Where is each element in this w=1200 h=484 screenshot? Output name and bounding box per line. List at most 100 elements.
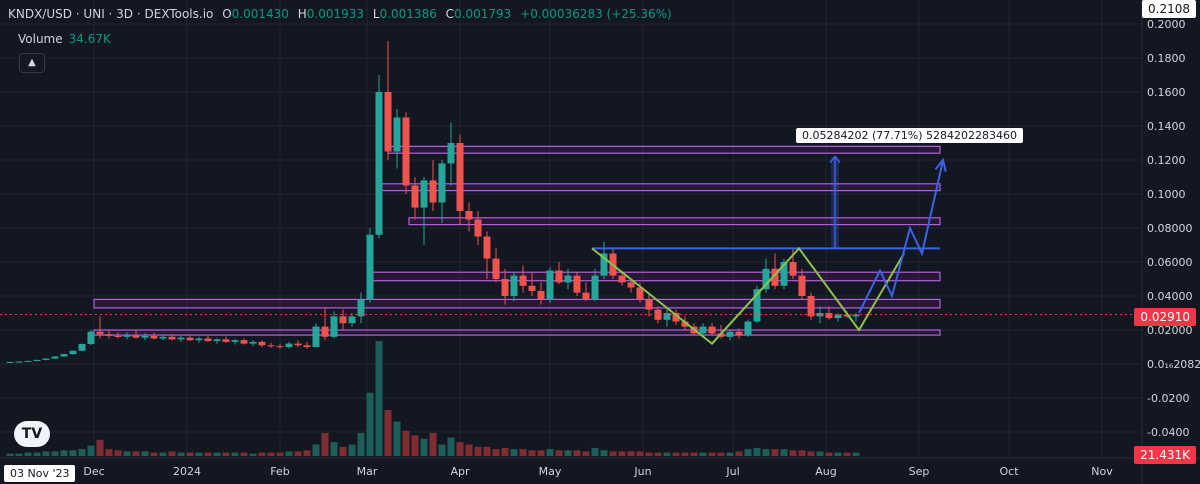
candle-body: [15, 361, 23, 363]
volume-bar: [114, 450, 122, 456]
volume-bar: [825, 452, 833, 456]
volume-bar: [105, 449, 113, 456]
volume-bar: [717, 452, 725, 456]
volume-bar: [402, 430, 410, 456]
candle-body: [636, 287, 644, 300]
candle-body: [465, 211, 473, 220]
candle-body: [51, 356, 59, 359]
volume-bar: [501, 447, 509, 456]
symbol-title: KNDX/USD · UNI · 3D · DEXTools.io: [8, 7, 214, 21]
candle-body: [726, 331, 734, 337]
candle-body: [78, 343, 86, 351]
y-tick-label: 0.1600: [1147, 86, 1186, 99]
volume-bar: [33, 452, 41, 456]
candle-body: [762, 268, 770, 290]
candle-body: [33, 359, 41, 361]
candle-body: [501, 279, 509, 296]
y-tick-label: 0.06000: [1147, 256, 1193, 269]
candle-body: [249, 341, 257, 344]
candle-body: [105, 334, 113, 336]
volume-bar: [591, 447, 599, 456]
x-tick-label: Oct: [999, 465, 1019, 478]
close-label: C: [445, 7, 455, 21]
candle-body: [366, 234, 374, 300]
y-tick-label: 0.1400: [1147, 120, 1186, 133]
open-label: O: [222, 7, 232, 21]
close-value: 0.001793: [454, 7, 512, 21]
volume-label: Volume: [18, 32, 63, 46]
volume-bar: [60, 450, 68, 456]
volume-bar: [654, 452, 662, 456]
volume-bar: [609, 451, 617, 456]
candle-body: [672, 313, 680, 322]
x-tick-label: Mar: [357, 465, 378, 478]
candle-body: [330, 316, 338, 337]
candle-body: [411, 185, 419, 208]
top-price-badge: 0.2108: [1142, 0, 1196, 18]
low-value: 0.001386: [379, 7, 437, 21]
volume-bar: [600, 450, 608, 456]
candle-body: [150, 335, 158, 339]
volume-value: 34.67K: [68, 32, 111, 46]
volume-bar: [573, 450, 581, 456]
candle-body: [735, 331, 743, 336]
volume-bar: [618, 451, 626, 456]
pattern-line: [591, 246, 905, 345]
candle-body: [843, 314, 851, 317]
candle-body: [663, 313, 671, 320]
volume-bar: [24, 452, 32, 456]
candle-body: [285, 343, 293, 347]
volume-bar: [6, 453, 14, 456]
date-badge: 03 Nov '23: [4, 465, 76, 482]
x-tick-label: Apr: [450, 465, 470, 478]
drawings[interactable]: [0, 155, 1142, 345]
volume-bar: [492, 449, 500, 456]
price-zone: [381, 183, 941, 192]
measure-label: 0.05284202 (77.71%) 5284202283460: [796, 128, 1023, 143]
candle-body: [303, 345, 311, 347]
volume-bar: [339, 446, 347, 456]
y-tick-label: 0.04000: [1147, 290, 1193, 303]
x-tick-label: Jul: [725, 465, 739, 478]
tradingview-logo[interactable]: TV: [14, 421, 50, 447]
candle-body: [744, 321, 752, 336]
candle-body: [231, 340, 239, 342]
candle-body: [789, 262, 797, 276]
candle-body: [474, 219, 482, 237]
volume-bar: [357, 433, 365, 456]
collapse-button[interactable]: ▲: [19, 53, 45, 73]
volume-bar: [699, 452, 707, 456]
volume-bar: [429, 433, 437, 456]
y-tick-label: 0.1200: [1147, 154, 1186, 167]
volume-bar: [843, 452, 851, 456]
volume-bar: [222, 452, 230, 456]
candle-body: [654, 309, 662, 320]
candle-body: [6, 361, 14, 363]
volume-bar: [141, 451, 149, 456]
candle-body: [186, 337, 194, 341]
candle-body: [114, 335, 122, 337]
volume-bar: [249, 453, 257, 456]
candle-body: [321, 326, 329, 337]
volume-bar: [816, 451, 824, 456]
candle-body: [348, 316, 356, 324]
volume-bar: [258, 452, 266, 456]
candle-body: [123, 335, 131, 337]
volume-bar: [519, 449, 527, 456]
candle-body: [528, 285, 536, 291]
candle-body: [60, 354, 68, 357]
volume-bar: [762, 449, 770, 456]
candle-body: [600, 253, 608, 276]
candle-body: [258, 341, 266, 346]
candle-body: [132, 335, 140, 338]
volume-bar: [708, 452, 716, 456]
volume-bar: [195, 452, 203, 456]
volume-bar: [186, 452, 194, 456]
volume-bar: [240, 452, 248, 456]
volume-bar: [15, 453, 23, 456]
volume-bar: [285, 451, 293, 456]
volume-bar: [150, 452, 158, 456]
zones: [93, 145, 941, 336]
volume-bar: [384, 410, 392, 456]
